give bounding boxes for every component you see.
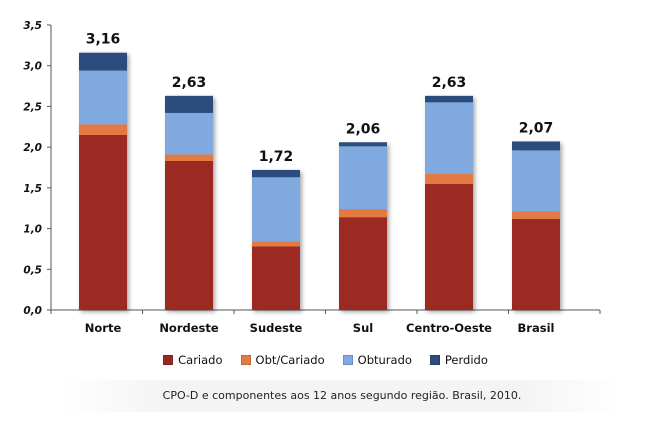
- y-tick-label: 2,0: [23, 142, 42, 154]
- bar-segment-perdido: [339, 142, 387, 147]
- figure-caption: CPO-D e componentes aos 12 anos segundo …: [62, 380, 622, 412]
- bar-segment-perdido: [425, 95, 473, 103]
- bar-segment-cariado: [252, 246, 300, 310]
- bar-segment-cariado: [79, 134, 127, 310]
- bar-segment-obturado: [512, 150, 560, 212]
- bar-segment-cariado: [339, 217, 387, 310]
- y-tick-label: 0,5: [23, 264, 42, 276]
- bar-segment-obt-cariado: [79, 124, 127, 135]
- legend-label-obturado: Obturado: [357, 353, 412, 367]
- legend-label-cariado: Cariado: [178, 353, 223, 367]
- bar-segment-obturado: [252, 177, 300, 242]
- x-category-label: Brasil: [518, 321, 555, 335]
- legend-label-perdido: Perdido: [444, 353, 488, 367]
- y-tick-label: 1,0: [23, 224, 42, 236]
- bar-segment-obt-cariado: [512, 211, 560, 219]
- bar-segment-obt-cariado: [339, 209, 387, 218]
- y-tick-label: 2,5: [23, 101, 42, 113]
- legend-item-obturado: Obturado: [342, 353, 412, 367]
- y-tick-label: 1,5: [23, 183, 42, 195]
- total-label: 2,63: [432, 75, 467, 91]
- total-label: 2,07: [519, 120, 554, 136]
- legend-swatch-obt-cariado: [240, 355, 251, 365]
- legend-item-obt-cariado: Obt/Cariado: [240, 353, 325, 367]
- bar-segment-obturado: [165, 112, 213, 155]
- legend: Cariado Obt/Cariado Obturado Perdido: [0, 353, 651, 367]
- bar-stack: [79, 52, 127, 310]
- total-label: 3,16: [86, 32, 121, 48]
- x-category-label: Norte: [85, 321, 122, 335]
- bar-stack: [425, 95, 473, 310]
- legend-item-perdido: Perdido: [429, 353, 488, 367]
- legend-swatch-perdido: [429, 355, 440, 365]
- x-category-label: Nordeste: [159, 321, 219, 335]
- y-tick-label: 3,0: [23, 61, 42, 73]
- legend-swatch-obturado: [342, 355, 353, 365]
- total-label: 1,72: [259, 149, 294, 165]
- total-label: 2,06: [346, 121, 381, 137]
- bar-stack: [512, 141, 560, 310]
- x-category-label: Centro-Oeste: [406, 321, 492, 335]
- bar-segment-obt-cariado: [252, 241, 300, 247]
- bar-stack: [252, 169, 300, 310]
- legend-item-cariado: Cariado: [163, 353, 223, 367]
- bar-stack: [165, 95, 213, 310]
- y-tick-label: 0,0: [23, 305, 42, 317]
- legend-label-obt-cariado: Obt/Cariado: [255, 353, 325, 367]
- x-category-label: Sul: [353, 321, 373, 335]
- total-label: 2,63: [172, 75, 207, 91]
- legend-swatch-cariado: [163, 355, 174, 365]
- bar-segment-obturado: [79, 70, 127, 125]
- bar-segment-obt-cariado: [425, 174, 473, 184]
- bar-segment-cariado: [512, 218, 560, 310]
- bar-segment-obturado: [425, 102, 473, 175]
- bar-segment-perdido: [512, 141, 560, 151]
- bar-segment-perdido: [79, 52, 127, 71]
- bar-segment-obturado: [339, 146, 387, 210]
- bar-stack: [339, 142, 387, 310]
- bar-segment-perdido: [165, 95, 213, 113]
- y-tick-label: 3,5: [23, 20, 42, 32]
- bar-segment-perdido: [252, 169, 300, 178]
- bar-segment-obt-cariado: [165, 154, 213, 161]
- x-category-label: Sudeste: [250, 321, 303, 335]
- bar-segment-cariado: [165, 160, 213, 310]
- bar-segment-cariado: [425, 183, 473, 310]
